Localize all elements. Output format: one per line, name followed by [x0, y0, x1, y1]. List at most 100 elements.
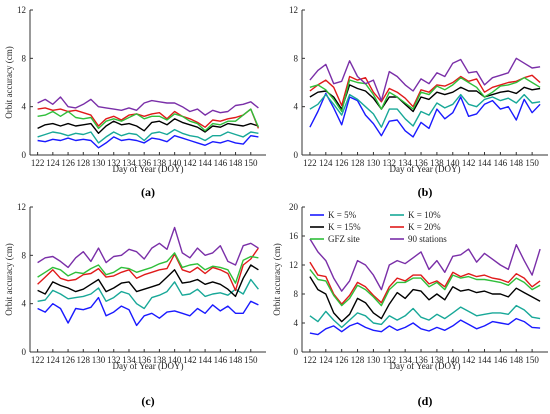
legend-entry: K = 20%: [408, 222, 441, 232]
x-tick-label: 124: [319, 158, 333, 168]
y-tick-label: 0: [22, 347, 27, 357]
series-line-k-15-: [309, 276, 541, 323]
x-tick-label: 130: [92, 158, 106, 168]
y-tick-label: 0: [294, 347, 299, 357]
series-line-k-10-: [309, 93, 541, 128]
x-tick-label: 142: [462, 355, 476, 365]
x-tick-label: 126: [335, 355, 349, 365]
x-tick-label: 138: [153, 355, 167, 365]
x-axis-label: Day of Year (DOY): [390, 164, 461, 174]
y-tick-label: 12: [289, 260, 298, 270]
x-tick-label: 130: [367, 158, 381, 168]
y-tick-label: 0: [294, 150, 299, 160]
y-axis-label: Orbit accuracy (cm): [4, 46, 14, 118]
x-axis-label: Day of Year (DOY): [390, 361, 461, 371]
x-tick-label: 150: [244, 355, 258, 365]
series-line-k-5-: [309, 317, 541, 336]
legend-entry: K = 10%: [408, 210, 441, 220]
panel-label: (d): [418, 394, 433, 408]
x-tick-label: 140: [446, 355, 460, 365]
series-line-k-15-: [37, 118, 259, 135]
y-tick-label: 12: [17, 202, 26, 212]
legend: K = 5% K = 10% K = 15% K = 20% GFZ site 90 st…: [310, 210, 447, 244]
x-tick-label: 126: [335, 158, 349, 168]
series-line-k-20-: [309, 261, 541, 305]
y-tick-label: 12: [289, 5, 298, 15]
series-line-90-stations: [309, 238, 541, 292]
x-tick-label: 128: [351, 158, 365, 168]
series-line-k-20-: [37, 107, 260, 129]
x-tick-label: 136: [414, 158, 428, 168]
x-tick-label: 150: [525, 355, 539, 365]
y-tick-label: 4: [22, 299, 27, 309]
series-line-k-15-: [37, 264, 259, 298]
series-line-90-stations: [37, 96, 259, 116]
x-tick-label: 138: [430, 158, 444, 168]
series-line-k-5-: [37, 296, 259, 327]
series-line-k-20-: [37, 247, 259, 292]
x-tick-label: 122: [303, 158, 317, 168]
x-tick-label: 126: [61, 158, 75, 168]
x-tick-label: 130: [92, 355, 106, 365]
x-tick-label: 134: [122, 158, 136, 168]
series-line-k-5-: [309, 92, 541, 138]
series-line-90-stations: [309, 57, 541, 102]
x-axis-label: Day of Year (DOY): [113, 361, 184, 371]
y-tick-label: 8: [294, 289, 299, 299]
x-tick-label: 128: [77, 355, 91, 365]
y-axis-label: Orbit accuracy (cm): [272, 243, 282, 315]
series-line-gfz-site: [309, 76, 541, 113]
legend-entry: 90 stations: [408, 234, 447, 244]
x-tick-label: 132: [107, 158, 121, 168]
y-tick-label: 16: [289, 231, 299, 241]
panel-label: (a): [141, 185, 155, 199]
x-tick-label: 134: [398, 355, 412, 365]
x-tick-label: 124: [319, 355, 333, 365]
legend-entry: K = 5%: [328, 210, 357, 220]
x-tick-label: 138: [430, 355, 444, 365]
y-tick-label: 4: [294, 102, 299, 112]
legend-entry: GFZ site: [328, 234, 360, 244]
x-tick-label: 144: [198, 158, 212, 168]
x-tick-label: 148: [510, 158, 524, 168]
series-line-gfz-site: [37, 252, 259, 284]
x-tick-label: 136: [137, 355, 151, 365]
x-tick-label: 128: [351, 355, 365, 365]
x-tick-label: 144: [478, 355, 492, 365]
panel-label: (c): [141, 394, 154, 408]
x-tick-label: 136: [414, 355, 428, 365]
x-tick-label: 150: [244, 158, 258, 168]
x-tick-label: 142: [183, 158, 197, 168]
x-tick-label: 122: [31, 355, 45, 365]
x-tick-label: 140: [446, 158, 460, 168]
series-line-90-stations: [37, 226, 259, 269]
x-tick-label: 148: [229, 158, 243, 168]
x-tick-label: 144: [478, 158, 492, 168]
y-tick-label: 8: [22, 53, 27, 63]
x-tick-label: 126: [61, 355, 75, 365]
series-line-gfz-site: [37, 108, 260, 132]
x-tick-label: 124: [46, 355, 60, 365]
x-tick-label: 150: [525, 158, 539, 168]
x-tick-label: 146: [214, 355, 228, 365]
x-tick-label: 136: [137, 158, 151, 168]
series-line-k-20-: [309, 74, 541, 108]
x-tick-label: 148: [229, 355, 243, 365]
x-tick-label: 146: [494, 158, 508, 168]
x-tick-label: 128: [77, 158, 91, 168]
x-tick-label: 132: [383, 158, 397, 168]
legend-entry: K = 15%: [328, 222, 361, 232]
series-line-k-10-: [309, 304, 541, 329]
series-line-k-15-: [309, 84, 541, 113]
series-line-k-10-: [37, 278, 259, 310]
x-tick-label: 140: [168, 158, 182, 168]
panel-label: (b): [418, 185, 433, 199]
x-tick-label: 132: [107, 355, 121, 365]
y-axis-label: Orbit accuracy (cm): [4, 243, 14, 315]
series-line-k-5-: [37, 134, 259, 149]
y-tick-label: 12: [17, 5, 26, 15]
x-tick-label: 146: [494, 355, 508, 365]
